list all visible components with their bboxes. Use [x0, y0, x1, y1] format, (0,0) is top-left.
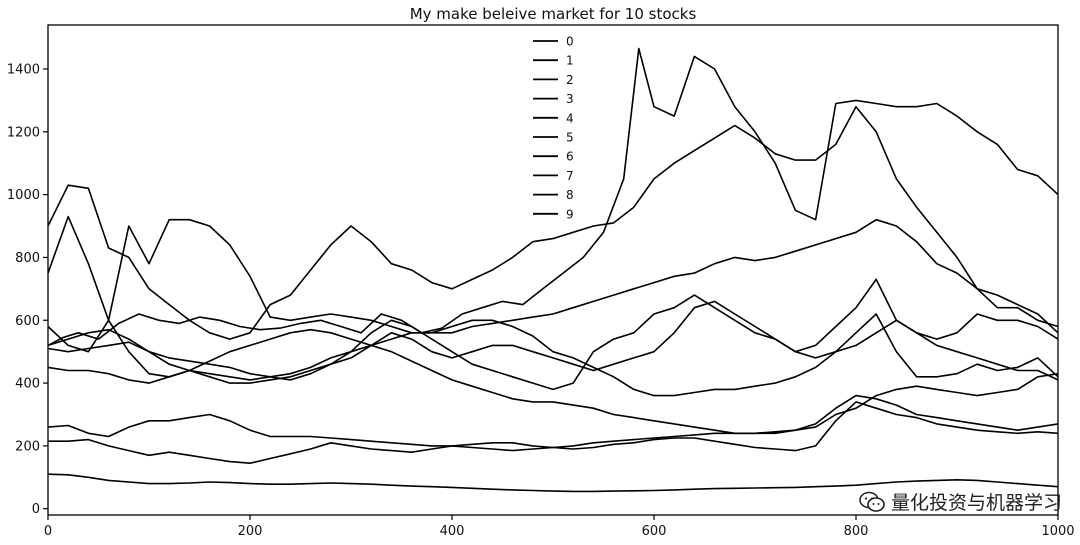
legend-label-6: 6 [566, 150, 574, 164]
series-line-0 [47, 47, 1059, 347]
plot-frame [47, 24, 1059, 516]
y-tick-label: 1200 [7, 125, 40, 140]
series-line-5 [47, 313, 1059, 397]
legend-label-1: 1 [566, 54, 574, 68]
series-line-1 [47, 105, 1059, 340]
legend-label-2: 2 [566, 73, 574, 87]
series-line-9 [47, 473, 1059, 493]
y-tick-label: 0 [32, 502, 40, 517]
chart-title: My make beleive market for 10 stocks [410, 5, 697, 23]
legend-label-4: 4 [566, 111, 574, 125]
x-tick-label: 1000 [1041, 524, 1074, 539]
legend-label-9: 9 [566, 207, 574, 221]
series-line-6 [47, 300, 1059, 384]
legend-label-7: 7 [566, 169, 574, 183]
series-line-4 [47, 278, 1059, 391]
y-tick-label: 1400 [7, 62, 40, 77]
series-line-2 [47, 215, 1059, 435]
series-line-7 [47, 394, 1059, 452]
y-tick-label: 200 [15, 439, 40, 454]
x-tick-label: 0 [44, 524, 52, 539]
legend-box [527, 30, 582, 226]
legend-label-0: 0 [566, 35, 574, 49]
legend: 0 1 2 3 4 5 6 7 8 9 [527, 30, 582, 226]
y-axis: 0 200 400 600 800 1000 1200 1400 [7, 62, 48, 517]
legend-label-3: 3 [566, 92, 574, 106]
y-tick-label: 800 [15, 251, 40, 266]
x-tick-label: 800 [844, 524, 869, 539]
x-tick-label: 400 [440, 524, 465, 539]
legend-label-8: 8 [566, 188, 574, 202]
x-tick-label: 200 [238, 524, 263, 539]
y-tick-label: 400 [15, 377, 40, 392]
watermark: 量化投资与机器学习 [859, 488, 1062, 515]
watermark-text: 量化投资与机器学习 [890, 492, 1062, 514]
wechat-icon [859, 491, 885, 512]
series-layer [47, 47, 1059, 493]
series-line-3 [47, 218, 1059, 353]
y-tick-label: 1000 [7, 188, 40, 203]
y-tick-label: 600 [15, 314, 40, 329]
series-line-8 [48, 401, 1059, 464]
x-tick-label: 600 [642, 524, 667, 539]
x-axis: 0 200 400 600 800 1000 [44, 515, 1075, 539]
legend-label-5: 5 [566, 131, 574, 145]
